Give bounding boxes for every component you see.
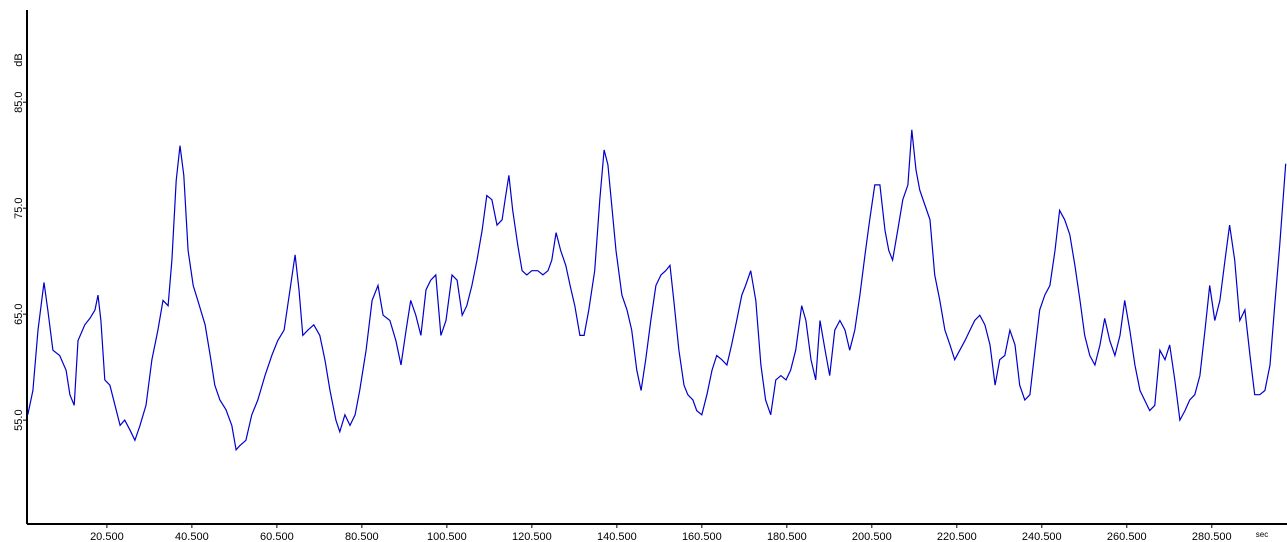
x-tick-label: 120.500 [512, 531, 552, 542]
x-tick-label: 40.500 [175, 531, 209, 542]
x-tick-label: 160.500 [682, 531, 722, 542]
x-tick-label: 140.500 [597, 531, 637, 542]
y-tick-label: 55.0 [13, 409, 25, 430]
x-tick-label: 240.500 [1022, 531, 1062, 542]
x-tick-label: 80.500 [345, 531, 379, 542]
y-tick-label: 85.0 [13, 91, 25, 112]
y-tick-label: 75.0 [13, 197, 25, 218]
x-tick-label: 260.500 [1107, 531, 1147, 542]
x-tick-label: 100.500 [427, 531, 467, 542]
x-axis-label: sec [1256, 530, 1268, 539]
x-tick-label: 180.500 [767, 531, 807, 542]
x-tick-label: 280.500 [1192, 531, 1232, 542]
y-axis-label: dB [13, 53, 25, 66]
x-tick-label: 20.500 [90, 531, 124, 542]
x-tick-label: 220.500 [937, 531, 977, 542]
data-line [27, 129, 1287, 452]
y-tick-label: 65.0 [13, 303, 25, 324]
x-tick-label: 60.500 [260, 531, 294, 542]
x-tick-label: 200.500 [852, 531, 892, 542]
